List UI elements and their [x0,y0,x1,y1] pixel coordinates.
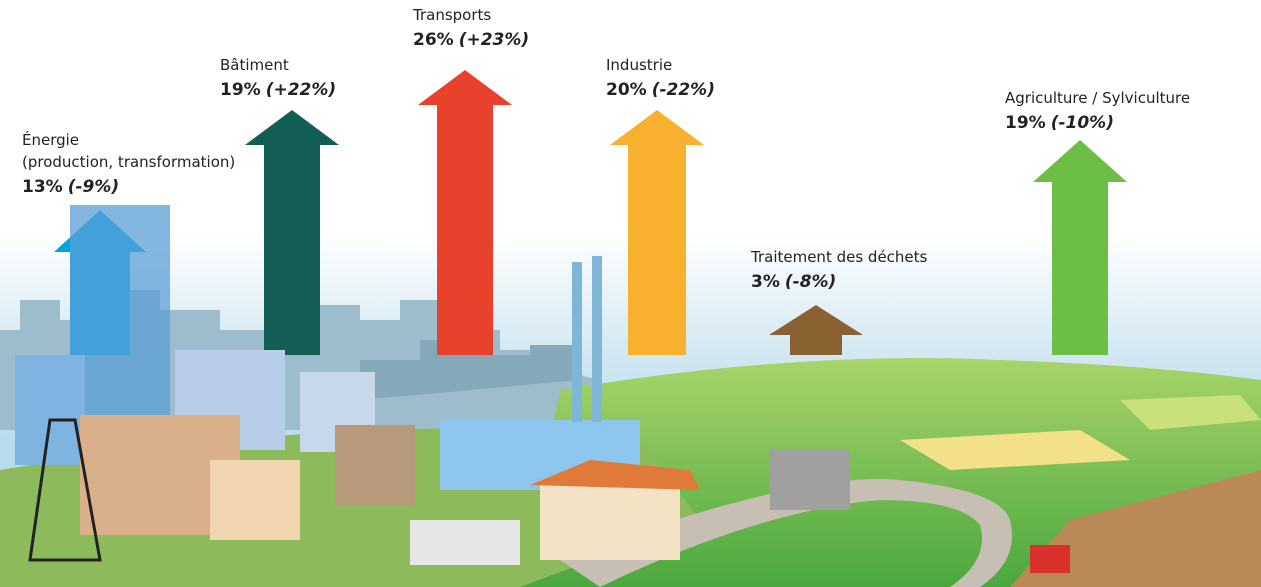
share: 19% [1005,113,1046,133]
page: {"sectors": [ {"name": "Énergie", "detai… [0,0,1261,587]
change: (-9%) [68,177,119,197]
share: 13% [22,177,63,197]
sector-name: Bâtiment [220,56,289,74]
change: (-10%) [1051,113,1114,133]
sector-name: Traitement des déchets [750,248,928,266]
waste-plant [770,450,850,510]
infographic: Énergie(production, transformation)13%(-… [0,0,1261,587]
tractor [1030,545,1070,573]
change: (-8%) [785,272,836,292]
share: 19% [220,80,261,100]
sector-values: 13%(-9%) [22,177,119,197]
sector-values: 3%(-8%) [751,272,836,292]
sector-values: 19%(-10%) [1005,113,1114,133]
house [540,480,680,560]
change: (-22%) [652,80,715,100]
sector-values: 26%(+23%) [413,30,529,50]
share: 20% [606,80,647,100]
sector-detail: (production, transformation) [22,153,235,171]
building [335,425,415,505]
sector-name: Transports [412,6,491,24]
house [210,460,300,540]
sector-values: 19%(+22%) [220,80,336,100]
change: (+23%) [459,30,529,50]
sector-name: Énergie [22,130,79,149]
chimney [592,256,602,422]
change: (+22%) [266,80,336,100]
building [15,355,85,465]
chimney [572,262,582,422]
share: 3% [751,272,780,292]
sector-name: Agriculture / Sylviculture [1005,89,1190,107]
truck [410,520,520,565]
share: 26% [413,30,454,50]
sector-values: 20%(-22%) [606,80,715,100]
sector-name: Industrie [606,56,672,74]
